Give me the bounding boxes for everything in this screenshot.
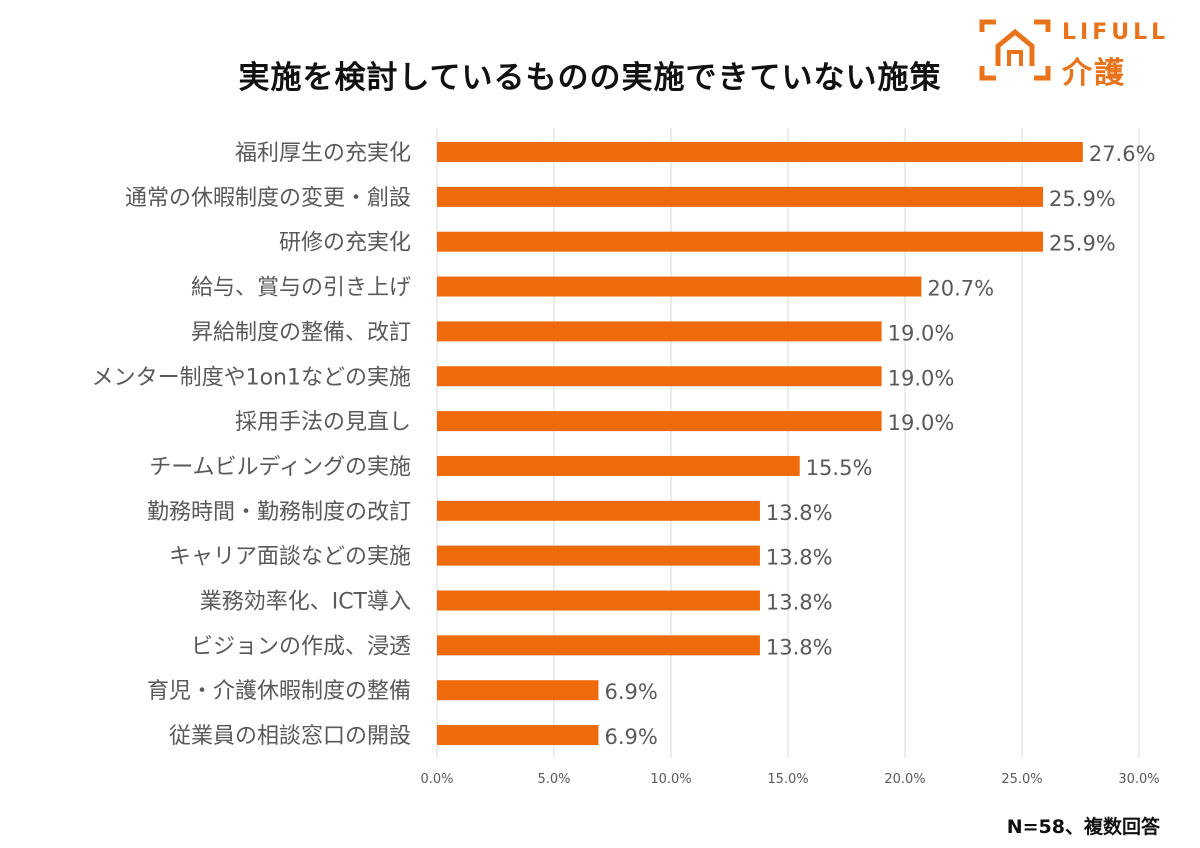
category-label: ビジョンの作成、浸透 [191,634,411,659]
x-tick-label: 25.0% [1001,772,1042,787]
category-labels: 福利厚生の充実化通常の休暇制度の変更・創設研修の充実化給与、賞与の引き上げ昇給制… [92,141,411,749]
lifull-logo: LIFULL 介護 [978,18,1178,91]
x-tick-label: 5.0% [537,772,570,787]
bar [437,276,922,297]
category-label: 採用手法の見直し [235,410,411,435]
data-label: 6.9% [604,680,657,704]
x-axis-ticks: 0.0% 5.0% 10.0% 15.0% 20.0% 25.0% 30.0% [420,772,1159,787]
category-label: 勤務時間・勤務制度の改訂 [147,500,411,525]
bar [437,680,599,701]
data-label: 25.9% [1049,232,1116,256]
logo-brand-text: LIFULL [1062,20,1170,45]
bar [437,321,882,342]
data-label: 13.8% [766,635,833,659]
data-label: 6.9% [604,725,657,749]
bar [437,455,800,476]
bars [437,142,1083,746]
category-label: キャリア面談などの実施 [169,545,411,570]
data-label: 20.7% [927,277,994,301]
bar [437,500,760,521]
category-label: 研修の充実化 [279,231,411,256]
category-label: 昇給制度の整備、改訂 [191,320,411,345]
category-label: 育児・介護休暇制度の整備 [147,679,411,704]
data-label: 19.0% [888,366,955,390]
category-label: 従業員の相談窓口の開設 [169,724,411,749]
x-tick-label: 30.0% [1118,772,1159,787]
bar [437,366,882,387]
x-tick-label: 0.0% [420,772,453,787]
data-label: 13.8% [766,501,833,525]
x-tick-label: 15.0% [767,772,808,787]
bar [437,186,1044,207]
category-label: 通常の休暇制度の変更・創設 [125,186,411,211]
grid-lines [436,128,1140,758]
bar [437,635,760,656]
data-label: 15.5% [806,456,873,480]
category-label: チームビルディングの実施 [149,455,411,480]
data-label: 19.0% [888,321,955,345]
bar [437,142,1083,162]
x-tick-label: 20.0% [884,772,925,787]
bar [437,231,1044,252]
footnote: N=58、複数回答 [1006,816,1160,838]
category-label: 業務効率化、ICT導入 [200,590,411,615]
category-label: 福利厚生の充実化 [235,141,411,166]
bar [437,411,882,432]
value-labels: 27.6% 25.9% 25.9% 20.7% 19.0% 19.0% 19.0% 15.5%… [604,142,1155,749]
house-logo-icon [979,19,1051,81]
data-label: 19.0% [888,411,955,435]
x-tick-label: 10.0% [650,772,691,787]
data-label: 25.9% [1049,187,1116,211]
bar [437,725,599,746]
data-label: 13.8% [766,591,833,615]
bar [437,545,760,566]
bar [437,590,760,611]
category-label: メンター制度や1on1などの実施 [92,365,411,390]
category-label: 給与、賞与の引き上げ [191,276,411,301]
data-label: 27.6% [1089,142,1156,166]
logo-sub-text: 介護 [1062,56,1126,91]
chart-title: 実施を検討しているものの実施できていない施策 [238,60,942,96]
data-label: 13.8% [766,546,833,570]
